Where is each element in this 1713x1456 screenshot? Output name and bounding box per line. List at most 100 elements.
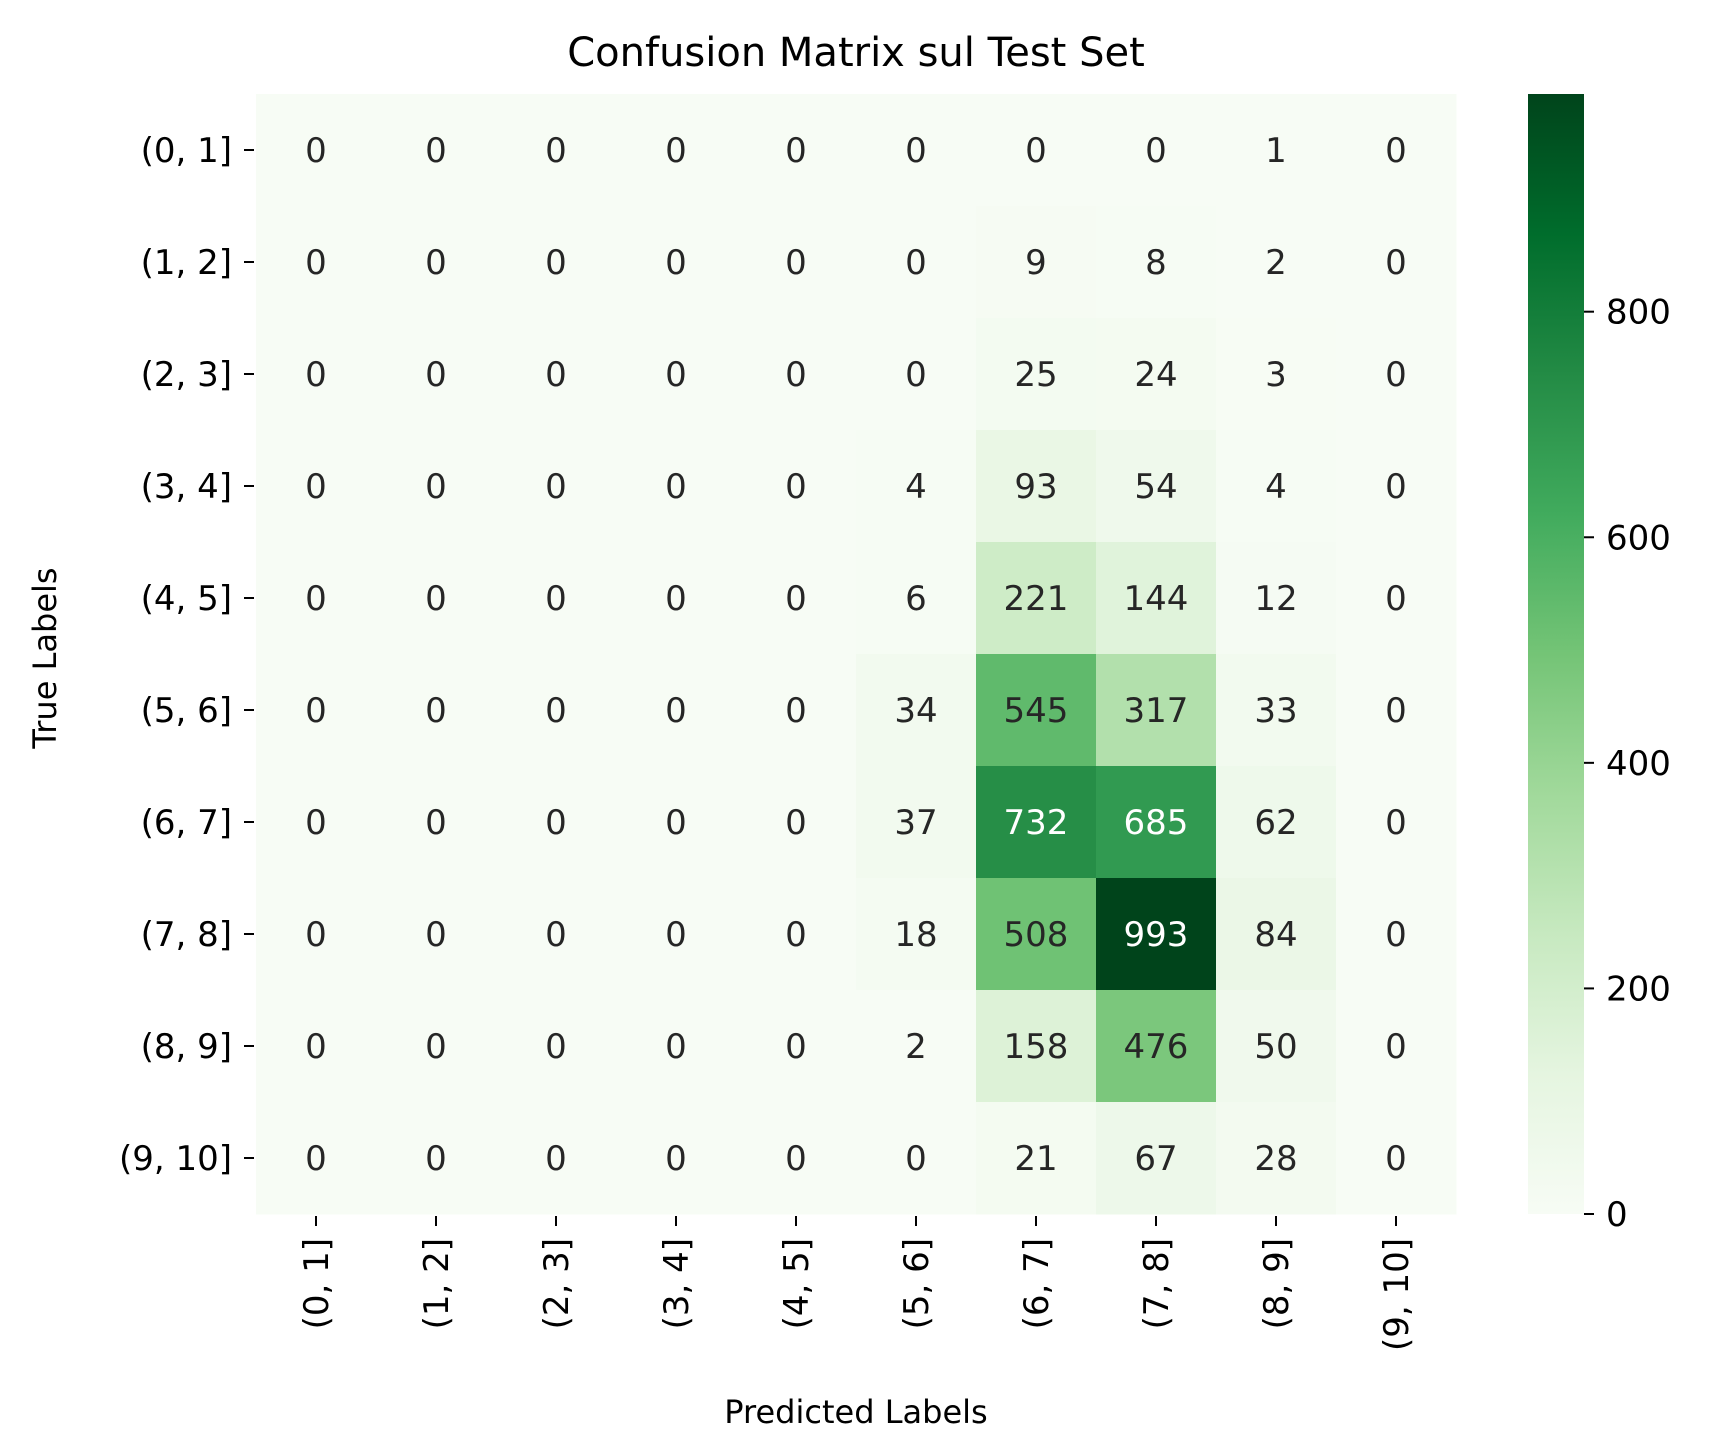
heatmap-cell-r8-c3 <box>616 990 737 1103</box>
x-tick-label-0: (0, 1] <box>297 1238 337 1329</box>
heatmap-cell-r4-c5 <box>856 542 977 655</box>
heatmap-cell-r1-c1 <box>376 206 497 319</box>
heatmap-cell-r9-c3 <box>616 1102 737 1215</box>
cell-value-r8-c2: 0 <box>545 1027 567 1067</box>
cell-value-r9-c9: 0 <box>1385 1139 1407 1179</box>
cell-value-r1-c0: 0 <box>305 243 327 283</box>
heatmap-cell-r2-c1 <box>376 318 497 431</box>
cell-value-r4-c3: 0 <box>665 579 687 619</box>
cell-value-r2-c6: 25 <box>1014 355 1057 395</box>
heatmap-cell-r5-c1 <box>376 654 497 767</box>
heatmap-cell-r8-c2 <box>496 990 617 1103</box>
cell-value-r0-c8: 1 <box>1265 131 1287 171</box>
heatmap-cell-r6-c7 <box>1096 766 1217 879</box>
cell-value-r1-c3: 0 <box>665 243 687 283</box>
cell-value-r0-c5: 0 <box>905 131 927 171</box>
heatmap-cell-r6-c5 <box>856 766 977 879</box>
cell-value-r9-c7: 67 <box>1134 1139 1177 1179</box>
x-tick-label-2: (2, 3] <box>537 1238 577 1329</box>
heatmap-cell-r5-c8 <box>1216 654 1337 767</box>
cell-value-r9-c6: 21 <box>1014 1139 1057 1179</box>
cell-value-r8-c9: 0 <box>1385 1027 1407 1067</box>
heatmap-cell-r3-c8 <box>1216 430 1337 543</box>
heatmap-cell-r1-c7 <box>1096 206 1217 319</box>
heatmap-cell-r6-c0 <box>256 766 377 879</box>
cell-value-r7-c8: 84 <box>1254 915 1297 955</box>
heatmap-cell-r3-c6 <box>976 430 1097 543</box>
cell-value-r2-c8: 3 <box>1265 355 1287 395</box>
heatmap-cell-r7-c8 <box>1216 878 1337 991</box>
heatmap-cell-labels: 0 0 0 0 0 0 0 0 1 00 0 0 0 0 0 9 8 2 00 0 0 0 0 0 25 24 3 00 0 0 0 0 4 93… <box>305 131 1407 1179</box>
cell-value-r8-c7: 476 <box>1124 1027 1189 1067</box>
cell-value-r4-c0: 0 <box>305 579 327 619</box>
cell-value-r3-c5: 4 <box>905 467 927 507</box>
cell-value-r1-c4: 0 <box>785 243 807 283</box>
heatmap-cell-r9-c7 <box>1096 1102 1217 1215</box>
heatmap-cell-r3-c7 <box>1096 430 1217 543</box>
colorbar-tick-label-3: 600 <box>1606 518 1671 558</box>
cell-value-r1-c1: 0 <box>425 243 447 283</box>
cell-value-r6-c2: 0 <box>545 803 567 843</box>
x-axis-label: Predicted Labels <box>724 1393 987 1431</box>
heatmap-cell-r4-c7 <box>1096 542 1217 655</box>
cell-value-r5-c0: 0 <box>305 691 327 731</box>
heatmap-cell-r5-c7 <box>1096 654 1217 767</box>
x-tick-label-3: (3, 4] <box>657 1238 697 1329</box>
cell-value-r2-c5: 0 <box>905 355 927 395</box>
y-tick-label-0: (0, 1] <box>141 131 232 171</box>
cell-value-r7-c1: 0 <box>425 915 447 955</box>
cell-value-r4-c9: 0 <box>1385 579 1407 619</box>
cell-value-r0-c1: 0 <box>425 131 447 171</box>
heatmap-cell-r7-c4 <box>736 878 857 991</box>
heatmap-cell-r8-c6 <box>976 990 1097 1103</box>
heatmap-cell-r0-c2 <box>496 94 617 207</box>
cell-value-r5-c8: 33 <box>1254 691 1297 731</box>
heatmap-cell-r6-c4 <box>736 766 857 879</box>
heatmap-cell-r0-c1 <box>376 94 497 207</box>
cell-value-r6-c8: 62 <box>1254 803 1297 843</box>
cell-value-r0-c9: 0 <box>1385 131 1407 171</box>
cell-value-r4-c2: 0 <box>545 579 567 619</box>
heatmap-cell-r1-c4 <box>736 206 857 319</box>
x-tick-label-7: (7, 8] <box>1137 1238 1177 1329</box>
heatmap-cell-r0-c6 <box>976 94 1097 207</box>
cell-value-r6-c7: 685 <box>1124 803 1189 843</box>
heatmap-cell-r5-c0 <box>256 654 377 767</box>
heatmap-cell-r9-c9 <box>1336 1102 1457 1215</box>
cell-value-r5-c3: 0 <box>665 691 687 731</box>
heatmap-cell-r1-c5 <box>856 206 977 319</box>
x-axis: (0, 1] (1, 2] (2, 3] (3, 4] (4, 5] (5, 6] (6, … <box>297 1216 1417 1351</box>
cell-value-r0-c6: 0 <box>1025 131 1047 171</box>
heatmap-cell-r0-c8 <box>1216 94 1337 207</box>
y-tick-label-7: (7, 8] <box>141 915 232 955</box>
cell-value-r5-c2: 0 <box>545 691 567 731</box>
cell-value-r2-c7: 24 <box>1134 355 1177 395</box>
heatmap-cell-r8-c4 <box>736 990 857 1103</box>
cell-value-r9-c2: 0 <box>545 1139 567 1179</box>
cell-value-r6-c4: 0 <box>785 803 807 843</box>
cell-value-r0-c0: 0 <box>305 131 327 171</box>
colorbar-tick-label-1: 200 <box>1606 969 1671 1009</box>
cell-value-r4-c1: 0 <box>425 579 447 619</box>
y-tick-label-4: (4, 5] <box>141 579 232 619</box>
cell-value-r9-c0: 0 <box>305 1139 327 1179</box>
cell-value-r6-c1: 0 <box>425 803 447 843</box>
cell-value-r6-c9: 0 <box>1385 803 1407 843</box>
heatmap-cell-r9-c2 <box>496 1102 617 1215</box>
y-tick-label-5: (5, 6] <box>141 691 232 731</box>
heatmap-cell-r3-c2 <box>496 430 617 543</box>
heatmap-cell-r3-c3 <box>616 430 737 543</box>
heatmap-cell-r6-c2 <box>496 766 617 879</box>
x-tick-label-5: (5, 6] <box>897 1238 937 1329</box>
heatmap-cell-r1-c3 <box>616 206 737 319</box>
heatmap-cell-r2-c5 <box>856 318 977 431</box>
cell-value-r2-c2: 0 <box>545 355 567 395</box>
cell-value-r5-c9: 0 <box>1385 691 1407 731</box>
heatmap-cell-r7-c6 <box>976 878 1097 991</box>
heatmap-cell-r6-c1 <box>376 766 497 879</box>
heatmap-cell-r8-c9 <box>1336 990 1457 1103</box>
cell-value-r0-c4: 0 <box>785 131 807 171</box>
cell-value-r5-c5: 34 <box>894 691 937 731</box>
heatmap-cell-r0-c7 <box>1096 94 1217 207</box>
heatmap-cell-r7-c5 <box>856 878 977 991</box>
